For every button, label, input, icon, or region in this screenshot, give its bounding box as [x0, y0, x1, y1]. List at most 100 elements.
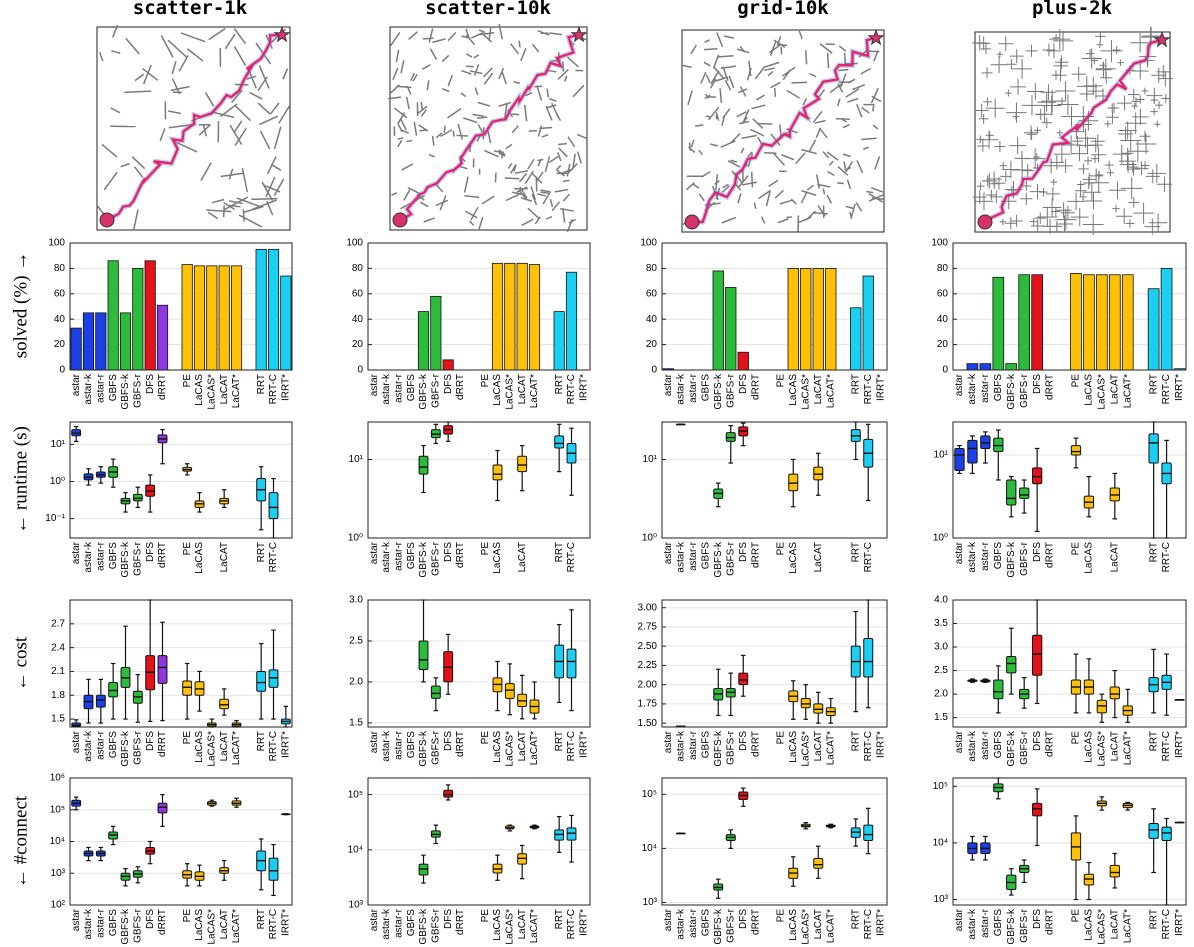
- x-tick-label: RRT: [850, 909, 861, 929]
- obstacle: [518, 40, 521, 48]
- plot-frame: [367, 777, 591, 906]
- start: [977, 214, 993, 230]
- obstacle: [1043, 158, 1059, 174]
- x-tick-label: astar-r: [980, 373, 991, 403]
- y-tick-label: 10⁵: [642, 789, 657, 800]
- x-tick-label: PE: [1071, 374, 1082, 388]
- obstacle: [837, 182, 845, 185]
- x-tick-label: LaCAT*: [529, 374, 540, 408]
- y-tick-label: 1.50: [638, 718, 658, 729]
- x-tick-label: astar-r: [95, 730, 106, 760]
- y-tick-label: 1.5: [349, 718, 363, 729]
- x-tick-label: PE: [1071, 909, 1082, 923]
- y-tick-label: 80: [54, 263, 66, 274]
- plot-area: [662, 422, 887, 538]
- box: [566, 648, 577, 679]
- y-tick-label: 100: [346, 238, 363, 249]
- obstacle: [1134, 161, 1149, 176]
- x-tick-label: RRT-C: [268, 374, 279, 404]
- x-tick-label: dRRT: [750, 542, 761, 568]
- x-tick-label: RRT: [554, 542, 565, 562]
- obstacle: [282, 68, 289, 80]
- obstacle: [1083, 156, 1093, 165]
- obstacle: [742, 181, 757, 186]
- obstacle: [871, 95, 882, 103]
- obstacle: [856, 160, 864, 174]
- plot-frame: [661, 599, 888, 728]
- goal: [570, 25, 588, 43]
- obstacle: [1116, 208, 1133, 225]
- obstacle: [265, 176, 276, 198]
- obstacle: [234, 104, 251, 122]
- obstacle: [786, 128, 798, 134]
- obstacle: [1139, 130, 1151, 142]
- obstacle: [447, 31, 457, 42]
- box: [219, 698, 230, 710]
- x-tick-label: astar-k: [381, 373, 392, 405]
- obstacle: [160, 35, 174, 58]
- x-tick-label: RRT-C: [1161, 542, 1172, 572]
- obstacle: [505, 143, 513, 150]
- obstacle: [1004, 89, 1012, 97]
- obstacle: [985, 131, 994, 140]
- obstacle: [870, 87, 880, 104]
- obstacle: [142, 64, 152, 85]
- obstacle: [549, 198, 554, 208]
- x-tick-label: GBFS-k: [1006, 730, 1017, 767]
- obstacle: [713, 66, 725, 80]
- obstacle: [808, 139, 817, 153]
- goal: [1153, 30, 1171, 48]
- x-tick-label: GBFS: [406, 731, 417, 759]
- obstacle: [452, 130, 455, 137]
- obstacle: [722, 108, 731, 119]
- obstacle: [842, 123, 850, 129]
- obstacle: [690, 44, 697, 55]
- x-tick-label: astar: [954, 373, 965, 396]
- obstacle: [981, 67, 993, 79]
- x-tick-label: DFS: [738, 542, 749, 562]
- y-tick-label: 4.0: [934, 595, 948, 606]
- y-tick-label: 2.5: [934, 665, 948, 676]
- y-tick-label: 10¹: [934, 450, 949, 461]
- x-tick-label: LaCAS*: [1097, 374, 1108, 410]
- obstacle: [1133, 202, 1155, 224]
- obstacle: [1125, 219, 1135, 228]
- x-tick-label: IRRT*: [875, 731, 886, 758]
- x-tick-label: GBFS-k: [713, 730, 724, 767]
- obstacle: [510, 165, 517, 174]
- box: [738, 672, 749, 686]
- obstacle: [704, 39, 710, 43]
- obstacle: [405, 96, 410, 110]
- y-tick-label: 10¹: [51, 439, 66, 450]
- obstacle: [1034, 126, 1041, 134]
- obstacle: [1034, 212, 1046, 224]
- y-tick-label: 60: [54, 288, 66, 299]
- obstacle: [483, 149, 499, 158]
- obstacle: [1084, 192, 1102, 210]
- x-tick-label: GBFS: [993, 374, 1004, 402]
- bar: [1031, 274, 1043, 371]
- x-tick-label: PE: [480, 542, 491, 556]
- obstacle: [1037, 92, 1057, 112]
- obstacle: [976, 36, 991, 51]
- bar: [144, 260, 156, 371]
- obstacle: [439, 195, 447, 211]
- x-tick-label: GBFS-k: [713, 541, 724, 578]
- obstacle: [1037, 206, 1058, 228]
- obstacle: [545, 105, 553, 121]
- box: [954, 447, 965, 472]
- x-tick-label: LaCAS: [492, 542, 503, 574]
- y-tick-label: 10⁰: [348, 533, 363, 544]
- x-tick-label: astar-r: [95, 908, 106, 938]
- obstacle: [1054, 55, 1069, 70]
- obstacle: [1082, 177, 1095, 189]
- obstacle: [1112, 46, 1121, 54]
- x-tick-label: RRT-C: [863, 731, 874, 761]
- x-tick-label: RRT-C: [863, 374, 874, 404]
- obstacle: [110, 107, 121, 114]
- box: [566, 827, 577, 841]
- y-tick-label: 0: [651, 365, 657, 376]
- obstacle: [749, 128, 765, 137]
- obstacle: [447, 74, 453, 87]
- obstacle: [456, 134, 469, 137]
